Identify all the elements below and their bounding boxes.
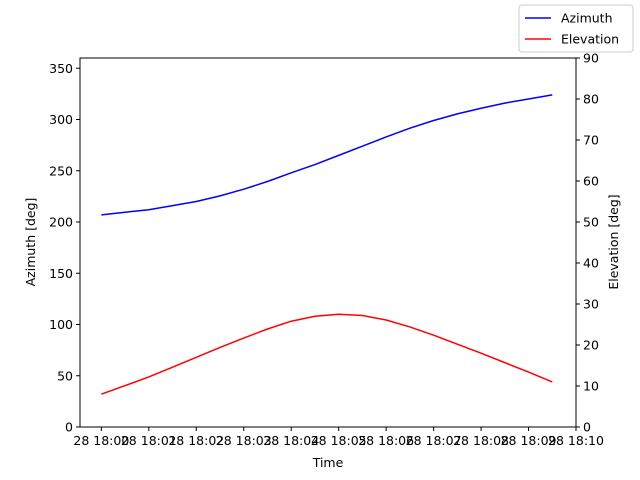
legend-label: Elevation bbox=[561, 32, 619, 47]
x-tick-label: 28 18:02 bbox=[168, 433, 224, 448]
x-axis-label: Time bbox=[312, 455, 344, 470]
x-tick-label: 28 18:06 bbox=[358, 433, 414, 448]
y2-tick-label: 90 bbox=[583, 51, 599, 66]
y-tick-label: 300 bbox=[49, 112, 73, 127]
y2-tick-label: 70 bbox=[583, 133, 599, 148]
y-tick-label: 50 bbox=[57, 368, 73, 383]
y2-tick-label: 40 bbox=[583, 256, 599, 271]
y-tick-label: 150 bbox=[49, 266, 73, 281]
y-axis-label: Azimuth [deg] bbox=[23, 198, 38, 287]
y-tick-label: 100 bbox=[49, 317, 73, 332]
x-tick-label: 28 18:04 bbox=[263, 433, 319, 448]
plot-frame bbox=[79, 57, 577, 428]
y-tick-label: 350 bbox=[49, 61, 73, 76]
y2-tick-label: 30 bbox=[583, 297, 599, 312]
series-line bbox=[101, 313, 553, 395]
legend-box bbox=[518, 4, 634, 53]
y2-tick-label: 10 bbox=[583, 379, 599, 394]
y2-tick-label: 50 bbox=[583, 215, 599, 230]
x-tick-label: 28 18:00 bbox=[73, 433, 129, 448]
y2-tick-label: 0 bbox=[583, 420, 591, 435]
y2-tick-label: 60 bbox=[583, 174, 599, 189]
x-tick-label: 28 18:09 bbox=[501, 433, 557, 448]
y2-tick-label: 80 bbox=[583, 92, 599, 107]
x-tick-label: 28 18:03 bbox=[216, 433, 272, 448]
legend-label: Azimuth bbox=[561, 11, 613, 26]
x-tick-label: 28 18:10 bbox=[548, 433, 604, 448]
x-tick-label: 28 18:07 bbox=[406, 433, 462, 448]
x-tick-label: 28 18:01 bbox=[121, 433, 177, 448]
y-tick-label: 200 bbox=[49, 215, 73, 230]
y2-axis-label: Elevation [deg] bbox=[606, 194, 621, 289]
y-tick-label: 250 bbox=[49, 163, 73, 178]
y-tick-label: 0 bbox=[65, 420, 73, 435]
series-line bbox=[101, 94, 553, 216]
y2-tick-label: 20 bbox=[583, 338, 599, 353]
x-tick-label: 28 18:08 bbox=[453, 433, 509, 448]
x-tick-label: 28 18:05 bbox=[311, 433, 367, 448]
